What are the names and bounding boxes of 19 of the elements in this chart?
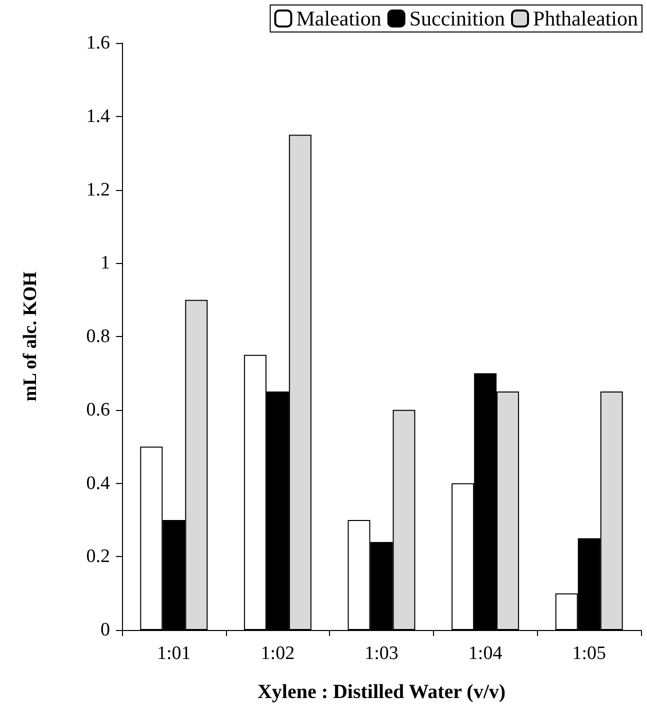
legend-label: Phthaleation [533, 6, 638, 30]
x-tick-label: 1:01 [157, 643, 191, 664]
x-tick-label: 1:03 [364, 643, 398, 664]
y-tick-label: 1.4 [86, 106, 110, 127]
y-tick-label: 0 [100, 620, 110, 640]
y-tick-label: 1 [100, 252, 110, 274]
y-tick-label: 0.4 [86, 472, 110, 494]
x-tick-label: 1:04 [468, 643, 503, 664]
x-tick-label: 1:05 [572, 643, 606, 664]
legend-label: Maleation [296, 6, 382, 30]
legend-label: Succinition [409, 6, 506, 30]
y-axis-title: mL of alc. KOH [20, 271, 41, 402]
y-tick-label: 0.8 [86, 326, 110, 347]
y-tick-label: 0.2 [86, 546, 110, 568]
y-tick-label: 0.6 [86, 399, 110, 420]
y-tick-label: 1.6 [86, 32, 110, 54]
x-tick-label: 1:02 [260, 643, 295, 664]
x-axis-title: Xylene : Distilled Water (v/v) [257, 681, 506, 703]
y-tick-label: 1.2 [86, 179, 110, 200]
